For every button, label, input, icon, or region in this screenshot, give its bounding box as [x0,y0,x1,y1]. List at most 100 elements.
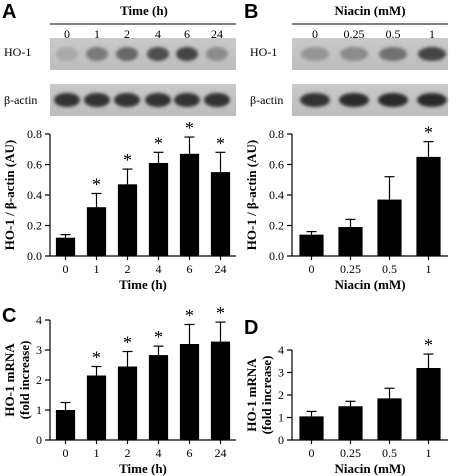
x-tick-label: 6 [187,262,193,276]
bar-4 [148,355,169,440]
bar-0-5 [377,199,402,256]
western-blot-actin-niacin [292,84,448,116]
x-tick-label: 1 [94,262,100,276]
y-tick-label: 0.8 [269,127,284,141]
bar-chart-ho1-mrna-niacin: 0 1 2 3 4 0 0.25 0.5 1 * Niacin (mM) HO-1 mRNA (fold… [244,335,448,476]
x-axis-label: Niacin (mM) [334,461,405,476]
niacin-condition-0-25: 0.25 [344,27,365,41]
significance-marker: * [123,150,132,170]
time-condition-24: 24 [211,27,223,41]
bar-4 [148,162,169,256]
time-header: Time (h) [120,3,168,18]
y-tick-label: 0 [278,433,284,447]
western-blot-ho1-time [50,38,236,70]
x-tick-label: 0 [309,262,315,276]
western-blot-actin-time [50,84,236,116]
panel-label-b: B [244,1,258,23]
x-tick-label: 0.5 [382,446,397,460]
significance-marker: * [154,327,163,347]
y-tick-label: 3 [278,366,284,380]
time-condition-1: 1 [94,27,100,41]
actin-time-blot-band [54,92,80,108]
significance-marker: * [185,306,194,326]
niacin-condition-0-5: 0.5 [386,27,401,41]
bar-chart-ho1-protein-time: 0.0 0.2 0.4 0.6 0.8 0 1 * 2 * 4 * 6 * 24 * Time (h) HO-1 … [2,118,236,292]
actin-niacin-blot-band [417,92,447,108]
y-axis-label-line: HO-1 mRNA [244,358,259,432]
niacin-condition-0: 0 [312,27,318,41]
time-condition-2: 2 [124,27,130,41]
significance-marker: * [92,174,101,194]
significance-marker: * [424,335,433,355]
y-tick-label: 0.8 [27,127,42,141]
x-tick-label: 0 [63,446,69,460]
y-axis-label: HO-1 / β-actin (AU) [244,140,259,250]
x-tick-label: 1 [426,446,432,460]
y-axis-label: HO-1 / β-actin (AU) [2,140,17,250]
y-tick-label: 1 [278,411,284,425]
y-tick-label: 0.4 [27,188,42,202]
ho1-time-blot-band [176,46,198,62]
western-blot-ho1-niacin [292,38,448,70]
x-axis-label: Time (h) [119,277,167,292]
x-tick-label: 2 [125,262,131,276]
x-axis-label: Niacin (mM) [334,277,405,292]
y-tick-label: 4 [36,313,42,327]
blot-label-actin-a: β-actin [4,93,37,107]
x-tick-label: 24 [215,262,227,276]
bar-1 [416,156,441,256]
y-tick-label: 0.4 [269,188,284,202]
y-tick-label: 0.0 [269,249,284,263]
actin-niacin-blot-band [339,92,369,108]
ho1-niacin-blot-band [418,46,446,62]
bar-0 [299,416,324,440]
ho1-time-blot-band [147,46,169,62]
y-tick-label: 2 [36,373,42,387]
actin-time-blot-band [204,92,230,108]
bar-0 [55,237,76,256]
bar-0-25 [338,406,363,440]
panel-label-c: C [2,305,16,327]
ho1-niacin-blot-band [301,46,329,62]
significance-marker: * [92,348,101,368]
actin-time-blot-band [84,92,110,108]
y-axis-label-line: HO-1 mRNA [2,343,17,417]
niacin-condition-1: 1 [429,27,435,41]
y-tick-label: 0.0 [27,249,42,263]
blot-label-actin-b: β-actin [250,93,283,107]
x-tick-label: 4 [156,446,162,460]
ho1-niacin-blot-band [379,46,407,62]
ho1-time-blot-band [86,46,108,62]
bar-24 [210,172,231,256]
bar-0-25 [338,227,363,256]
actin-time-blot-band [114,92,140,108]
time-conditions: 0 1 2 4 6 24 [64,27,223,41]
significance-marker: * [424,123,433,143]
bar-6 [179,153,200,256]
ho1-niacin-blot-band [340,46,368,62]
x-tick-label: 0 [309,446,315,460]
bar-1 [86,375,107,440]
bar-1 [416,368,441,440]
actin-niacin-blot-band [300,92,330,108]
significance-marker: * [216,303,225,323]
bar-0 [299,234,324,256]
time-condition-0: 0 [64,27,70,41]
y-tick-label: 0 [36,433,42,447]
y-axis-label-line: (fold increase) [17,341,32,420]
significance-marker: * [216,133,225,153]
y-axis-label: HO-1 mRNA (fold increase) [244,356,274,435]
y-tick-label: 0.2 [269,219,284,233]
x-tick-label: 2 [125,446,131,460]
x-tick-label: 4 [156,262,162,276]
bar-2 [117,366,138,440]
bar-chart-ho1-mrna-time: 0 1 2 3 4 0 1 * 2 * 4 * 6 * 24 * Time (h) HO-1 mRNA (fold … [2,303,236,476]
actin-time-blot-band [145,92,171,108]
y-tick-label: 3 [36,343,42,357]
blot-label-ho1-a: HO-1 [4,45,31,59]
bar-1 [86,207,107,256]
x-tick-label: 1 [426,262,432,276]
x-tick-label: 24 [215,446,227,460]
x-tick-label: 0.25 [340,446,361,460]
bar-6 [179,344,200,440]
